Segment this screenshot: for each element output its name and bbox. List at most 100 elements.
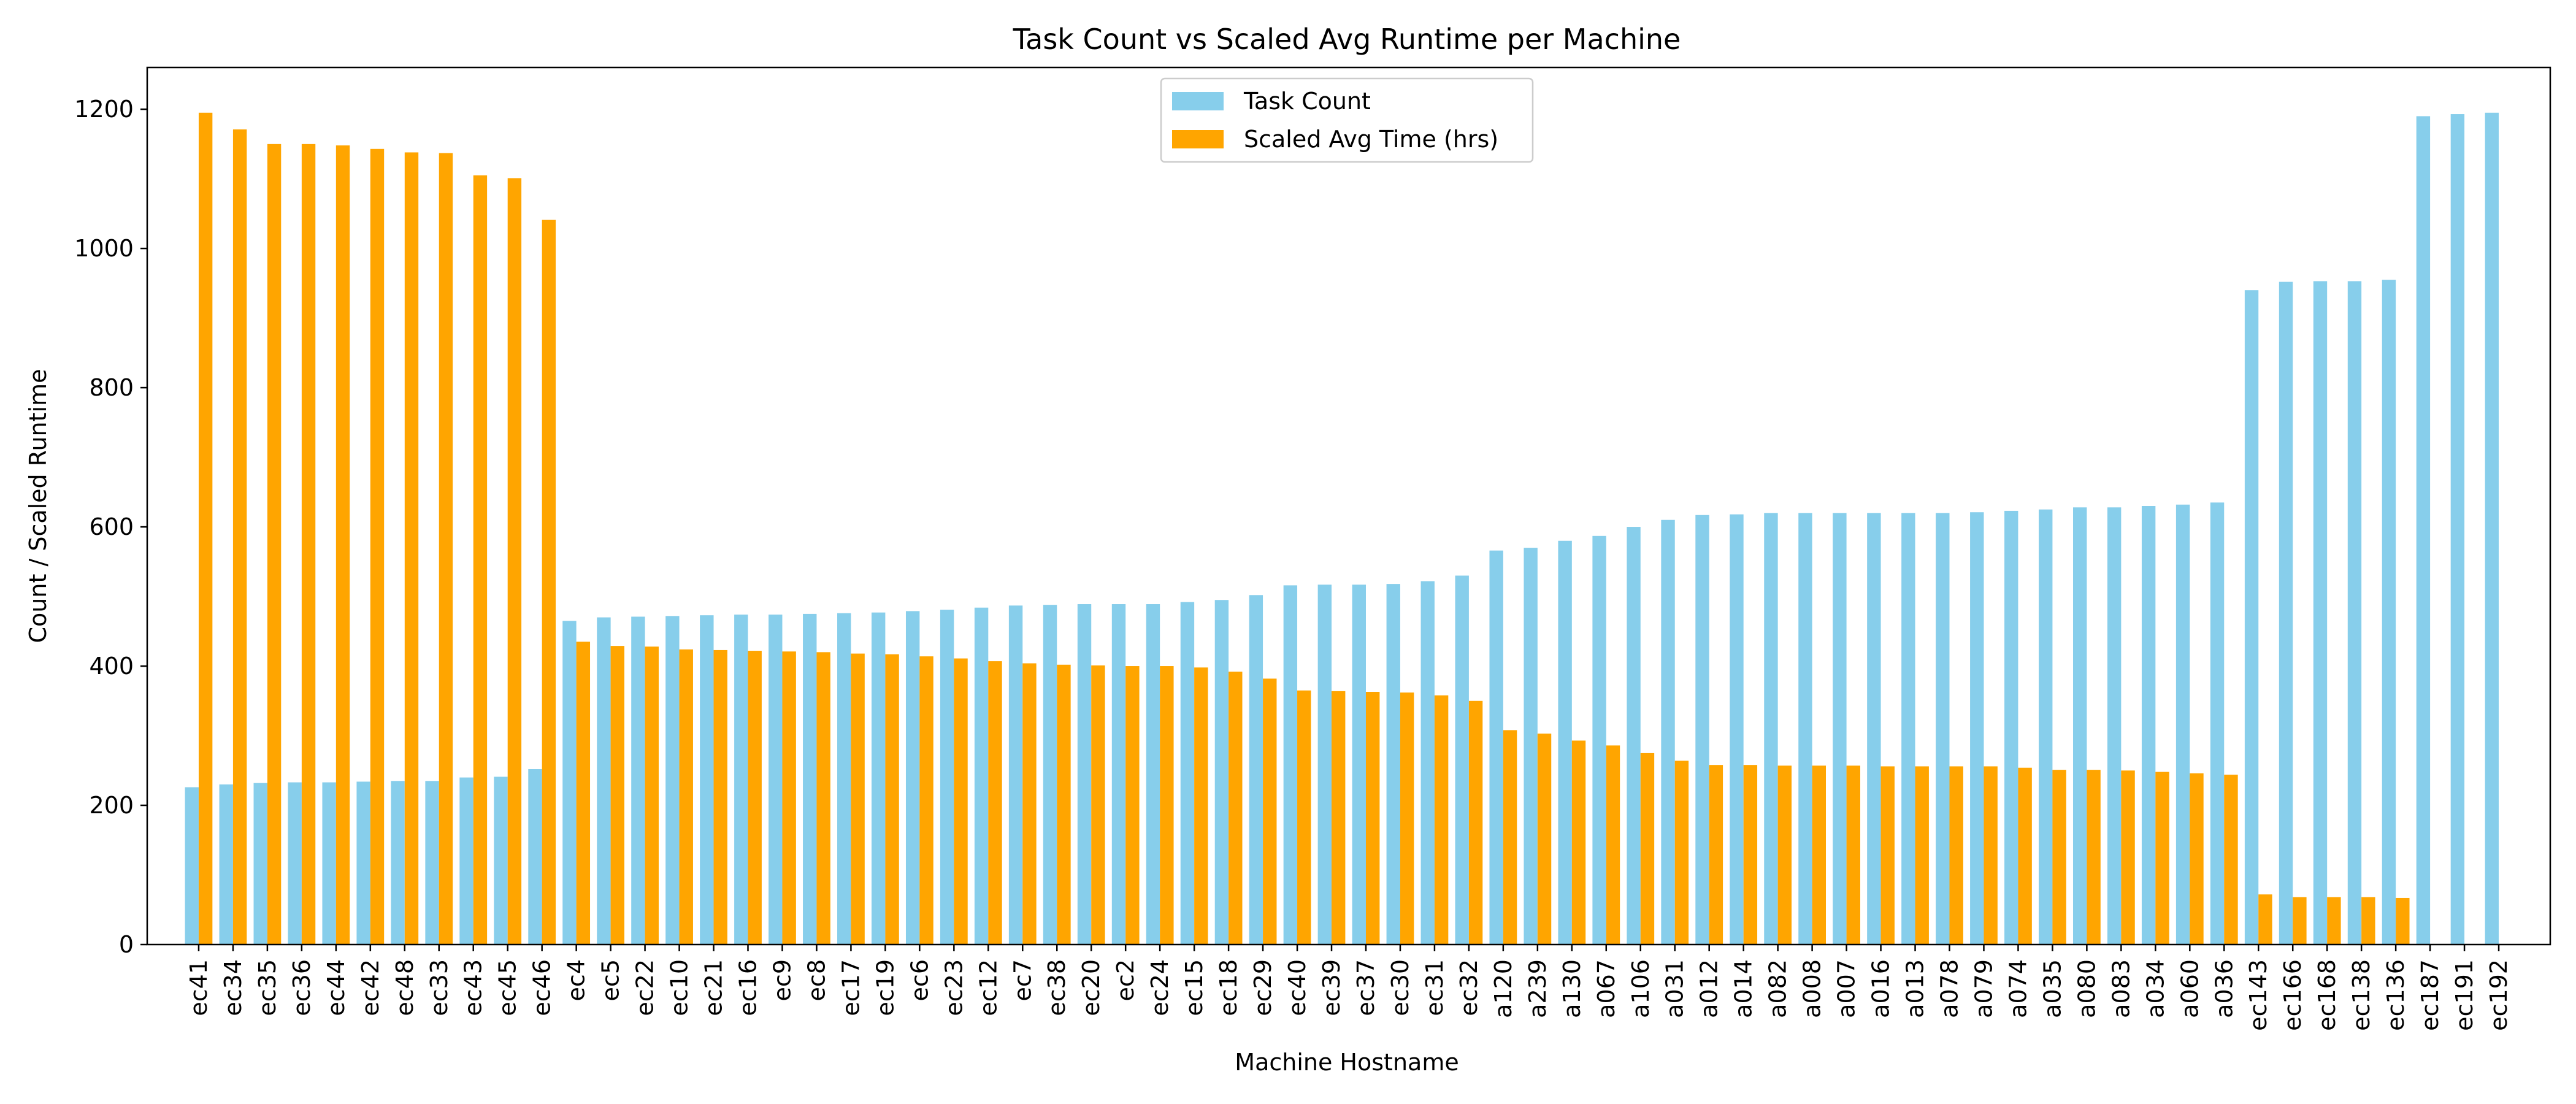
- bar-scaled-avg-time-a016: [1880, 766, 1895, 945]
- bar-task-count-ec6: [905, 611, 920, 945]
- bar-scaled-avg-time-ec8: [816, 652, 830, 945]
- bar-task-count-ec36: [288, 782, 302, 945]
- bar-task-count-ec21: [700, 615, 714, 945]
- x-tick-label-ec17: ec17: [837, 959, 864, 1016]
- bar-scaled-avg-time-ec4: [576, 642, 591, 945]
- bar-task-count-ec46: [528, 769, 542, 945]
- bar-task-count-a013: [1901, 513, 1915, 945]
- x-tick-label-ec23: ec23: [940, 959, 967, 1016]
- y-tick-label: 1200: [74, 96, 134, 123]
- bar-task-count-ec23: [940, 610, 954, 945]
- bar-scaled-avg-time-a083: [2121, 770, 2135, 945]
- legend: Task Count Scaled Avg Time (hrs): [1160, 77, 1534, 163]
- x-tick-label-a106: a106: [1627, 959, 1654, 1018]
- bar-task-count-a082: [1764, 513, 1778, 945]
- bar-scaled-avg-time-ec43: [473, 175, 488, 945]
- y-tick-label: 600: [89, 513, 134, 540]
- legend-label-task-count: Task Count: [1243, 88, 1371, 115]
- x-tick-label-a014: a014: [1730, 959, 1757, 1018]
- bar-scaled-avg-time-ec48: [404, 152, 419, 945]
- y-tick-label: 200: [89, 792, 134, 819]
- bar-scaled-avg-time-ec16: [748, 651, 762, 945]
- bar-scaled-avg-time-a067: [1606, 745, 1620, 945]
- bar-task-count-ec187: [2416, 116, 2431, 945]
- bar-scaled-avg-time-ec19: [885, 654, 899, 945]
- x-tick-label-a078: a078: [1936, 959, 1963, 1018]
- x-tick-label-ec19: ec19: [872, 959, 899, 1016]
- x-tick-label-a013: a013: [1902, 959, 1929, 1018]
- bar-scaled-avg-time-a239: [1537, 734, 1552, 945]
- bar-scaled-avg-time-ec45: [507, 178, 522, 945]
- bar-task-count-a007: [1833, 513, 1847, 945]
- bar-scaled-avg-time-ec7: [1022, 663, 1037, 945]
- bar-scaled-avg-time-ec166: [2293, 897, 2307, 945]
- chart-title: Task Count vs Scaled Avg Runtime per Mac…: [1013, 23, 1681, 56]
- bar-task-count-ec10: [665, 616, 680, 945]
- bar-scaled-avg-time-ec18: [1229, 672, 1243, 945]
- bar-task-count-ec2: [1111, 604, 1126, 945]
- bar-task-count-ec40: [1283, 585, 1298, 945]
- bar-task-count-a012: [1695, 515, 1709, 945]
- x-tick-label-a067: a067: [1593, 959, 1620, 1018]
- bar-task-count-ec31: [1420, 581, 1435, 945]
- bar-scaled-avg-time-ec22: [645, 646, 659, 945]
- x-tick-label-ec42: ec42: [357, 959, 384, 1016]
- bar-scaled-avg-time-a012: [1709, 765, 1723, 945]
- x-tick-label-ec2: ec2: [1112, 959, 1139, 1001]
- x-tick-label-ec6: ec6: [906, 959, 933, 1001]
- bar-scaled-avg-time-ec24: [1160, 666, 1174, 945]
- x-tick-label-a074: a074: [2004, 959, 2031, 1018]
- x-tick-label-ec191: ec191: [2451, 959, 2478, 1031]
- bar-task-count-ec45: [494, 776, 508, 945]
- bar-task-count-ec30: [1386, 584, 1400, 945]
- x-tick-label-ec143: ec143: [2245, 959, 2272, 1031]
- bar-task-count-a080: [2073, 507, 2087, 945]
- x-tick-label-ec12: ec12: [975, 959, 1002, 1016]
- bar-task-count-ec16: [734, 615, 748, 945]
- x-tick-label-ec45: ec45: [494, 959, 521, 1016]
- x-tick-label-ec5: ec5: [597, 959, 624, 1001]
- x-tick-label-ec168: ec168: [2313, 959, 2340, 1031]
- bar-task-count-ec191: [2450, 114, 2465, 945]
- x-tick-label-ec9: ec9: [769, 959, 795, 1001]
- bar-scaled-avg-time-a120: [1503, 730, 1517, 945]
- bar-task-count-ec24: [1146, 604, 1160, 945]
- bar-scaled-avg-time-a079: [1984, 766, 1998, 945]
- bar-task-count-ec18: [1214, 600, 1229, 945]
- bar-scaled-avg-time-ec17: [851, 653, 865, 945]
- bar-scaled-avg-time-ec39: [1332, 691, 1346, 945]
- bar-scaled-avg-time-ec12: [988, 661, 1002, 945]
- axes-layer: 0 200 400 600 800 1000 1200 ec41 ec34 ec35 ec36 ec4…: [74, 66, 2551, 1031]
- bar-scaled-avg-time-ec2: [1125, 666, 1140, 945]
- x-tick-label-ec34: ec34: [220, 959, 247, 1016]
- x-tick-label-ec29: ec29: [1249, 959, 1276, 1016]
- bar-scaled-avg-time-ec5: [610, 646, 624, 945]
- bar-task-count-ec15: [1180, 602, 1195, 945]
- y-tick-label: 800: [89, 374, 134, 401]
- x-tick-label-ec43: ec43: [460, 959, 487, 1016]
- bar-task-count-ec166: [2279, 282, 2293, 945]
- bar-scaled-avg-time-ec23: [954, 658, 968, 945]
- bar-task-count-a083: [2107, 507, 2122, 945]
- bar-scaled-avg-time-a080: [2087, 770, 2101, 945]
- bar-scaled-avg-time-a082: [1777, 765, 1792, 945]
- x-tick-label-a008: a008: [1799, 959, 1826, 1018]
- x-tick-label-ec21: ec21: [700, 959, 727, 1016]
- bar-scaled-avg-time-ec35: [267, 144, 282, 945]
- x-tick-label-ec30: ec30: [1387, 959, 1414, 1016]
- bar-task-count-a079: [1970, 512, 1984, 945]
- bar-task-count-a067: [1592, 535, 1606, 945]
- y-axis-label: Count / Scaled Runtime: [25, 369, 52, 643]
- bar-scaled-avg-time-a034: [2155, 772, 2169, 945]
- x-tick-label-a082: a082: [1765, 959, 1792, 1018]
- bar-scaled-avg-time-a008: [1812, 765, 1826, 945]
- bar-task-count-a035: [2039, 509, 2053, 945]
- bar-scaled-avg-time-ec6: [919, 656, 933, 945]
- bar-task-count-ec43: [459, 777, 473, 945]
- x-tick-label-ec187: ec187: [2417, 959, 2444, 1031]
- x-tick-label-ec33: ec33: [426, 959, 453, 1016]
- bar-scaled-avg-time-a078: [1949, 766, 1963, 945]
- bar-task-count-a239: [1524, 548, 1538, 945]
- bar-task-count-a060: [2175, 504, 2190, 945]
